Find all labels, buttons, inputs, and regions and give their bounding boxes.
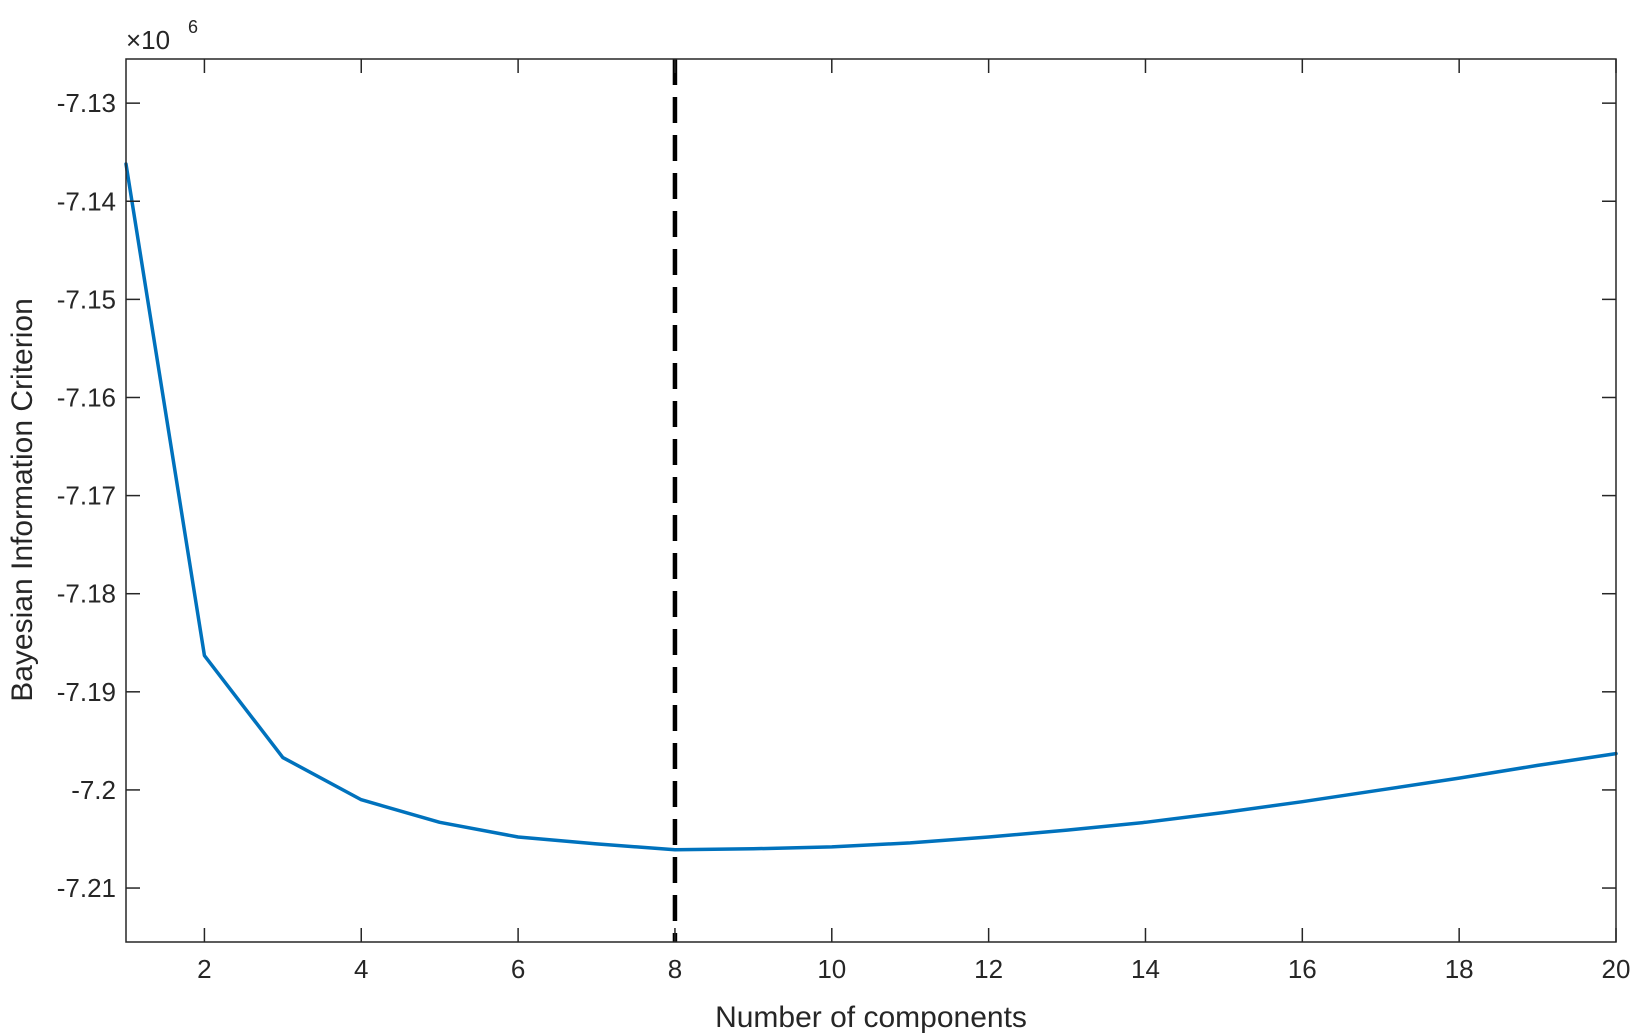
x-tick-label: 20	[1602, 954, 1630, 984]
x-axis-label: Number of components	[715, 1001, 1027, 1034]
y-axis-label: Bayesian Information Criterion	[6, 298, 39, 702]
y-tick-label: -7.18	[57, 579, 116, 609]
y-tick-label: -7.15	[57, 284, 116, 314]
x-tick-label: 10	[817, 954, 846, 984]
y-tick-label: -7.14	[57, 186, 116, 216]
y-tick-label: -7.17	[57, 481, 116, 511]
y-tick-label: -7.13	[57, 88, 116, 118]
axes-box	[125, 58, 1617, 943]
x-tick-label: 8	[668, 954, 682, 984]
y-tick-label: -7.19	[57, 677, 116, 707]
x-tick-label: 16	[1288, 954, 1317, 984]
series-line-1	[124, 162, 1618, 852]
x-tick-label: 12	[974, 954, 1003, 984]
y-exponent-power: 6	[188, 17, 198, 37]
y-tick-label: -7.16	[57, 382, 116, 412]
x-tick-label: 18	[1445, 954, 1474, 984]
y-tick-label: -7.21	[57, 873, 116, 903]
plot-area	[126, 59, 1616, 942]
y-exponent-prefix: ×10	[126, 25, 170, 55]
axes-layer	[125, 58, 1617, 943]
x-tick-label: 4	[354, 954, 368, 984]
ticks-layer: 2 4 6 8 10 12 14 16 18 20 -7.21 -7.2 -7.19 -7.18 -7.17…	[57, 59, 1630, 984]
data-layer	[124, 59, 1618, 942]
x-tick-label: 14	[1131, 954, 1160, 984]
y-tick-label: -7.2	[71, 775, 116, 805]
x-tick-label: 6	[511, 954, 525, 984]
x-tick-label: 2	[197, 954, 211, 984]
